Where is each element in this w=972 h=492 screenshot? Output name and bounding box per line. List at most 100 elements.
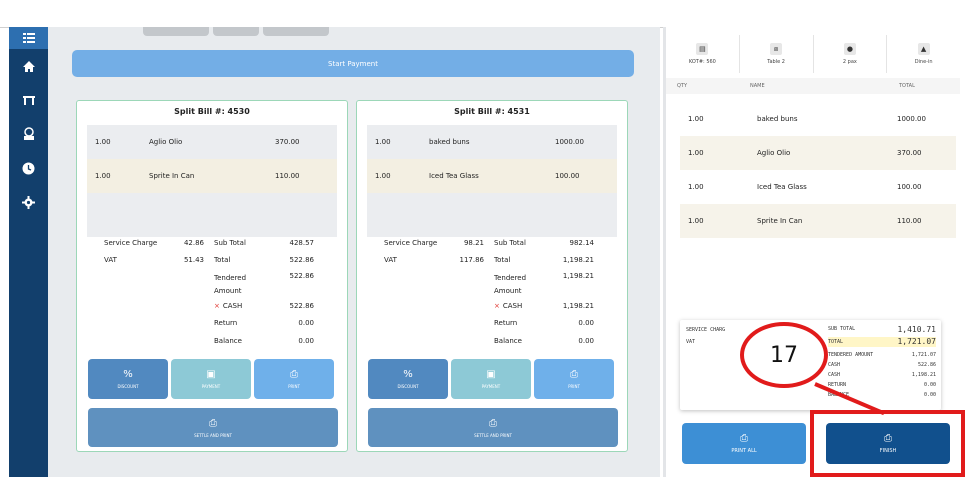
table-info[interactable]: ⩎ Table 2 [740, 35, 814, 73]
discount-button[interactable]: % DISCOUNT [368, 359, 448, 399]
vat-value: 51.43 [183, 256, 204, 264]
person-icon: ● [843, 43, 856, 55]
sub-total-value: 1,410.71 [897, 325, 936, 334]
vat-value: 117.86 [459, 256, 485, 264]
settle-and-print-button[interactable]: ⎙ SETTLE AND PRINT [368, 408, 618, 447]
percent-icon: % [123, 369, 133, 380]
column-name: NAME [750, 83, 765, 89]
item-name: Iced Tea Glass [429, 172, 479, 180]
annotation-highlight-box [810, 410, 965, 477]
settings-icon[interactable] [9, 185, 48, 219]
balance-value: 0.00 [578, 337, 594, 345]
payment-button[interactable]: ▣ PAYMENT [451, 359, 531, 399]
tendered-value: 522.86 [289, 272, 315, 280]
cash-icon: ▣ [206, 369, 216, 380]
discount-button[interactable]: % DISCOUNT [88, 359, 168, 399]
finish-label: FINISH [879, 448, 897, 454]
return-value: 0.00 [578, 319, 594, 327]
row-total: 1000.00 [897, 115, 926, 123]
item-qty: 1.00 [95, 138, 111, 146]
home-icon[interactable] [9, 49, 48, 83]
pax-info[interactable]: ● 2 pax [814, 35, 888, 73]
sub-total-label: Sub Total [494, 239, 526, 247]
list-item[interactable]: 1.00 Iced Tea Glass 100.00 [367, 159, 617, 193]
list-item[interactable]: 1.00 Aglio Olio 370.00 [87, 125, 337, 159]
row-total: 100.00 [897, 183, 922, 191]
dine-in-info[interactable]: ▲ Dine-in [887, 35, 960, 73]
item-amount: 100.00 [555, 172, 580, 180]
tendered-label: Tendered Amount [494, 274, 527, 295]
return-label: Return [214, 319, 238, 327]
order-table-header: QTY NAME TOTAL [666, 78, 960, 94]
remove-cash-icon[interactable]: × [214, 302, 220, 310]
print-button[interactable]: ⎙ PRINT [254, 359, 334, 399]
row-name: Sprite In Can [757, 217, 803, 225]
item-amount: 370.00 [275, 138, 300, 146]
item-amount: 110.00 [275, 172, 300, 180]
discount-label: DISCOUNT [117, 384, 139, 389]
top-tab[interactable] [213, 27, 259, 36]
order-items: 1.00 baked buns 1000.00 1.00 Aglio Olio … [680, 102, 956, 238]
settle-and-print-button[interactable]: ⎙ SETTLE AND PRINT [88, 408, 338, 447]
print-all-button[interactable]: ⎙ PRINT ALL [682, 423, 806, 464]
bill-items: 1.00 Aglio Olio 370.00 1.00 Sprite In Ca… [87, 125, 337, 237]
sub-total-label: SUB TOTAL [828, 326, 856, 332]
menu-toggle[interactable] [9, 27, 48, 49]
service-charge-label: Service Charge [384, 239, 438, 247]
cash-label: CASH [828, 362, 841, 368]
table-icon[interactable] [9, 83, 48, 117]
split-bill-area: Start Payment Split Bill #: 4530 1.00 Ag… [48, 27, 660, 477]
finish-button[interactable]: ⎙ FINISH [826, 423, 950, 464]
row-total: 110.00 [897, 217, 922, 225]
bill-actions: % DISCOUNT ▣ PAYMENT ⎙ PRINT [88, 359, 334, 399]
print-button[interactable]: ⎙ PRINT [534, 359, 614, 399]
balance-value: 0.00 [923, 392, 936, 398]
table-row[interactable]: 1.00 baked buns 1000.00 [680, 102, 956, 136]
printer-icon: ⎙ [884, 433, 892, 444]
pos-icon[interactable] [9, 117, 48, 151]
settle-label: SETTLE AND PRINT [194, 432, 232, 438]
bill-actions: % DISCOUNT ▣ PAYMENT ⎙ PRINT [368, 359, 614, 399]
split-bill-card: Split Bill #: 4531 1.00 baked buns 1000.… [356, 100, 628, 452]
total-label: Total [214, 256, 231, 264]
return-value: 0.00 [923, 382, 936, 388]
start-payment-button[interactable]: Start Payment [72, 50, 634, 77]
cash-value: 522.86 [289, 302, 315, 310]
total-highlight [828, 337, 936, 347]
item-name: Aglio Olio [149, 138, 183, 146]
vat-label: VAT [104, 256, 117, 264]
item-qty: 1.00 [375, 138, 391, 146]
total-value: 1,721.07 [897, 337, 936, 346]
cash-value: 522.86 [917, 362, 936, 368]
column-qty: QTY [677, 83, 688, 89]
kot-info[interactable]: ▤ KOT#: 560 [666, 35, 740, 73]
item-qty: 1.00 [95, 172, 111, 180]
table-row[interactable]: 1.00 Sprite In Can 110.00 [680, 204, 956, 238]
print-all-label: PRINT ALL [731, 448, 757, 454]
clock-icon[interactable] [9, 151, 48, 185]
item-amount: 1000.00 [555, 138, 584, 146]
cash-value: 1,198.21 [911, 372, 936, 378]
balance-label: Balance [494, 337, 522, 345]
table-label: Table 2 [767, 59, 785, 65]
top-tab[interactable] [263, 27, 329, 36]
bill-title: Split Bill #: 4530 [174, 107, 250, 116]
service-charge-value: 98.21 [463, 239, 484, 247]
payment-label: PAYMENT [481, 384, 501, 389]
total-label: Total [494, 256, 511, 264]
tendered-value: 1,721.07 [911, 352, 936, 358]
list-item[interactable]: 1.00 Sprite In Can 110.00 [87, 159, 337, 193]
print-label: PRINT [568, 384, 580, 389]
printer-icon: ⎙ [570, 369, 578, 380]
pax-label: 2 pax [842, 59, 857, 65]
remove-cash-icon[interactable]: × [494, 302, 500, 310]
list-item[interactable]: 1.00 baked buns 1000.00 [367, 125, 617, 159]
table-row[interactable]: 1.00 Iced Tea Glass 100.00 [680, 170, 956, 204]
top-tab[interactable] [143, 27, 209, 36]
sub-total-value: 428.57 [289, 239, 315, 247]
table-row[interactable]: 1.00 Aglio Olio 370.00 [680, 136, 956, 170]
payment-button[interactable]: ▣ PAYMENT [171, 359, 251, 399]
row-qty: 1.00 [688, 115, 704, 123]
total-value: 522.86 [289, 256, 315, 264]
